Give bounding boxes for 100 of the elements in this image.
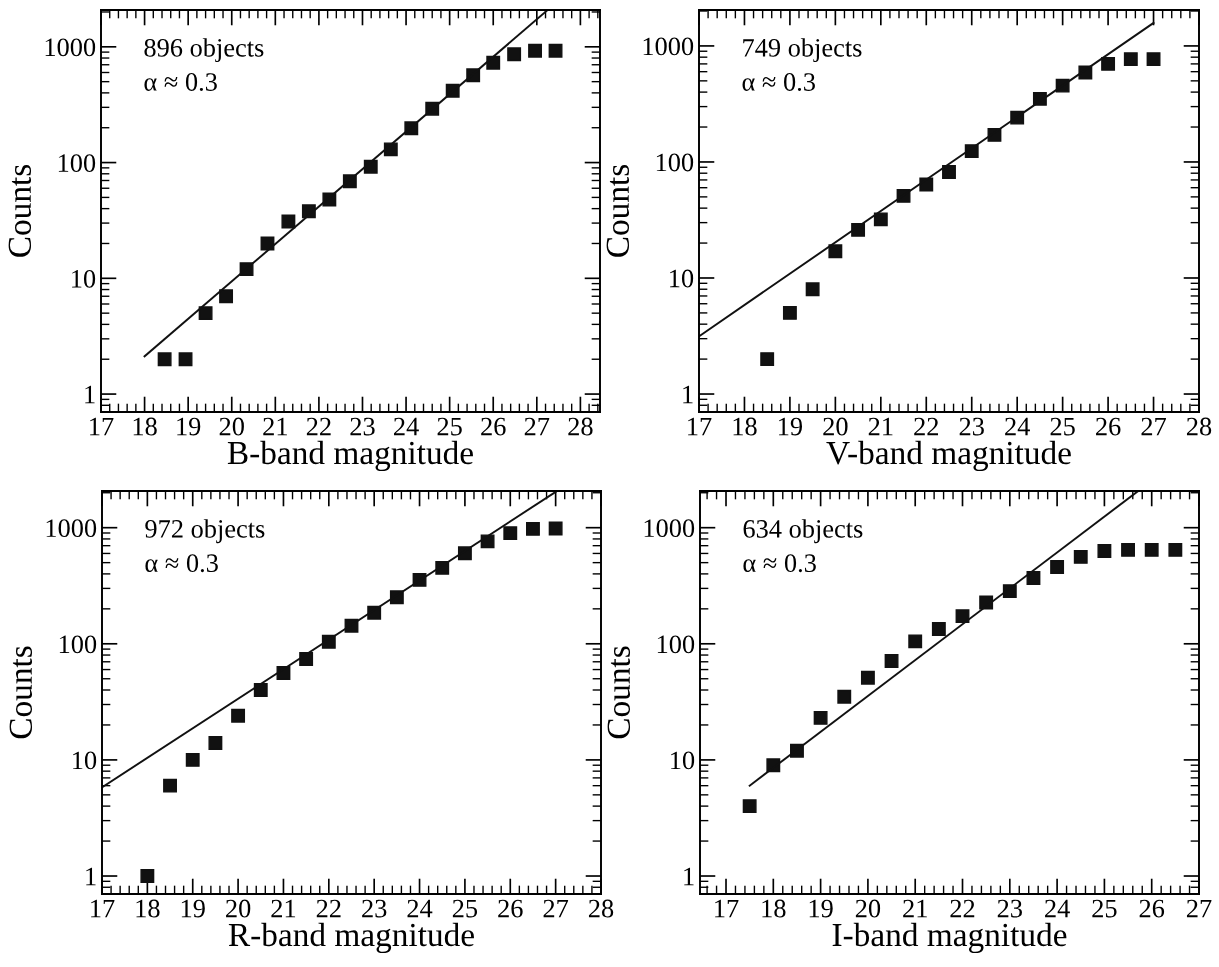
x-tick-label: 22 (950, 899, 975, 918)
y-tick-label: 10 (671, 751, 695, 770)
annotation: α ≈ 0.3 (144, 73, 217, 91)
annotation: α ≈ 0.3 (742, 73, 815, 91)
x-tick-label: 19 (809, 899, 833, 918)
point (299, 652, 314, 666)
x-tick-label: 23 (997, 899, 1022, 918)
y-axis-title: Counts (607, 646, 631, 739)
x-tick-label: 19 (177, 417, 201, 436)
x-tick-label: 27 (524, 417, 550, 436)
point (742, 799, 757, 814)
x-tick-label: 25 (437, 417, 462, 436)
point (1050, 560, 1065, 575)
point (908, 634, 923, 649)
x-tick-label: 27 (1186, 899, 1212, 918)
point (208, 735, 223, 750)
point (231, 708, 246, 723)
point (760, 352, 775, 367)
x-tick-label: 17 (90, 417, 114, 436)
x-tick-label: 20 (855, 899, 881, 918)
x-tick-label: 22 (316, 899, 341, 918)
y-tick-label: 1 (684, 867, 694, 886)
point (837, 689, 852, 704)
annotation: 634 objects (743, 519, 863, 544)
x-tick-label: 25 (452, 899, 478, 918)
x-tick-label: 18 (136, 899, 160, 918)
x-tick-label: 26 (481, 417, 506, 436)
y-tick-label: 100 (58, 154, 96, 172)
y-tick-label: 1000 (643, 37, 694, 56)
point (805, 282, 820, 297)
point (1097, 544, 1112, 558)
y-axis-title: Counts (606, 164, 630, 257)
y-tick-label: 1 (85, 385, 95, 404)
point (873, 212, 888, 227)
point (942, 165, 956, 179)
point (1144, 542, 1159, 557)
point (1123, 52, 1138, 67)
annotation: α ≈ 0.3 (743, 554, 816, 573)
y-tick-label: 1000 (46, 519, 97, 538)
point (185, 752, 200, 767)
y-tick-label: 1000 (644, 519, 695, 538)
x-tick-label: 24 (394, 417, 419, 436)
y-tick-label: 10 (670, 269, 694, 288)
x-tick-label: 20 (219, 417, 244, 436)
point (178, 352, 193, 367)
point (931, 622, 946, 636)
x-axis-title: R-band magnitude (228, 922, 474, 954)
y-tick-label: 1000 (45, 38, 96, 57)
x-tick-label: 24 (1005, 417, 1030, 436)
point (253, 683, 268, 697)
x-axis-title: B-band magnitude (227, 440, 473, 472)
point (198, 306, 213, 321)
x-tick-label: 27 (543, 899, 569, 918)
point (528, 43, 543, 58)
point (860, 670, 875, 685)
annotation: α ≈ 0.3 (145, 554, 218, 573)
point (526, 521, 540, 536)
x-tick-label: 21 (263, 417, 287, 436)
x-tick-label: 17 (91, 899, 115, 918)
annotation: 972 objects (145, 519, 265, 544)
x-axis-title: V-band magnitude (826, 440, 1071, 472)
x-tick-label: 21 (271, 899, 296, 918)
x-tick-label: 18 (133, 417, 157, 436)
x-tick-label: 27 (1141, 417, 1166, 436)
x-tick-label: 25 (1050, 417, 1075, 436)
y-axis-title: Counts (9, 646, 33, 739)
x-tick-label: 25 (1092, 899, 1117, 918)
x-tick-label: 22 (306, 417, 331, 436)
point (1101, 56, 1116, 71)
point (1168, 542, 1183, 557)
x-tick-label: 28 (568, 417, 593, 436)
x-tick-label: 23 (959, 417, 984, 436)
point (503, 526, 518, 541)
x-tick-label: 24 (1045, 899, 1070, 918)
point (480, 534, 495, 549)
x-tick-label: 28 (588, 899, 614, 918)
x-tick-label: 18 (733, 417, 757, 436)
y-tick-label: 100 (656, 153, 694, 172)
y-tick-label: 100 (59, 635, 97, 654)
x-tick-label: 19 (181, 899, 205, 918)
point (548, 521, 563, 536)
x-tick-label: 23 (362, 899, 387, 918)
x-tick-label: 21 (903, 899, 927, 918)
x-tick-label: 26 (1139, 899, 1165, 918)
point (828, 244, 843, 259)
y-tick-label: 10 (72, 269, 96, 288)
point (163, 778, 177, 793)
x-tick-label: 26 (1096, 417, 1121, 436)
x-tick-label: 26 (498, 899, 523, 918)
point (1146, 52, 1161, 67)
point (884, 654, 899, 669)
point (363, 159, 378, 174)
y-axis-title: Counts (8, 164, 32, 257)
point (548, 43, 563, 58)
point (782, 305, 797, 320)
annotation: 896 objects (144, 38, 264, 63)
point (1073, 549, 1088, 564)
point (140, 869, 155, 883)
x-tick-label: 28 (1186, 417, 1212, 436)
point (157, 352, 172, 367)
